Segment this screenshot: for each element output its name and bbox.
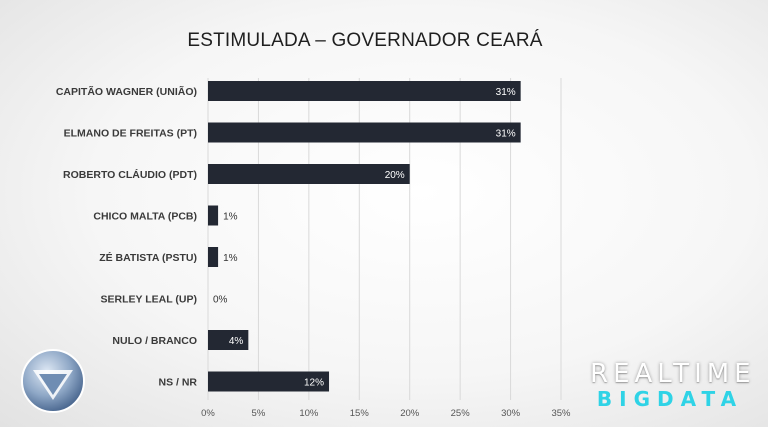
x-tick-label: 5% — [252, 408, 266, 419]
bar-value-label: 1% — [223, 212, 238, 223]
category-label: ROBERTO CLÁUDIO (PDT) — [63, 168, 197, 181]
bars: 31% 31% 20% 1% 1% 0% 4% 12% — [208, 81, 521, 392]
x-tick-label: 15% — [350, 408, 370, 419]
bar-value-label: 0% — [213, 295, 228, 306]
record-tv-logo-icon — [21, 349, 85, 413]
category-label: ZÉ BATISTA (PSTU) — [99, 251, 197, 264]
category-label: NS / NR — [158, 377, 197, 389]
brand-wordmark: REALTIME BIGDATA — [590, 359, 756, 411]
bar-value-label: 31% — [496, 87, 516, 98]
category-label: NULO / BRANCO — [112, 335, 197, 347]
bar — [208, 371, 330, 392]
bar — [208, 205, 219, 226]
x-tick-label: 25% — [451, 408, 471, 419]
grid-lines — [207, 78, 562, 400]
brand-line-realtime: REALTIME — [590, 359, 756, 389]
bar — [208, 164, 410, 184]
x-tick-label: 35% — [551, 408, 571, 419]
x-tick-label: 0% — [201, 408, 215, 419]
chart-title: ESTIMULADA – GOVERNADOR CEARÁ — [187, 30, 543, 51]
bar-value-label: 20% — [385, 170, 405, 181]
category-labels: CAPITÃO WAGNER (UNIÃO) ELMANO DE FREITAS … — [56, 85, 198, 389]
bar-value-label: 12% — [304, 378, 324, 389]
category-label: SERLEY LEAL (UP) — [101, 294, 197, 306]
x-tick-label: 10% — [299, 408, 319, 419]
bar — [208, 330, 249, 350]
x-axis-ticks: 0% 5% 10% 15% 20% 25% 30% 35% — [201, 408, 571, 419]
brand-line-bigdata: BIGDATA — [596, 387, 744, 411]
bar — [208, 122, 521, 143]
category-label: CHICO MALTA (PCB) — [93, 211, 197, 223]
bar-value-label: 4% — [229, 336, 244, 347]
category-label: ELMANO DE FREITAS (PT) — [64, 128, 197, 140]
bar-value-label: 1% — [223, 253, 238, 264]
bar — [208, 247, 219, 267]
bar-value-label: 31% — [496, 129, 516, 140]
x-tick-label: 30% — [501, 408, 521, 419]
category-label: CAPITÃO WAGNER (UNIÃO) — [56, 85, 197, 98]
x-tick-label: 20% — [400, 408, 420, 419]
bar — [208, 81, 521, 101]
